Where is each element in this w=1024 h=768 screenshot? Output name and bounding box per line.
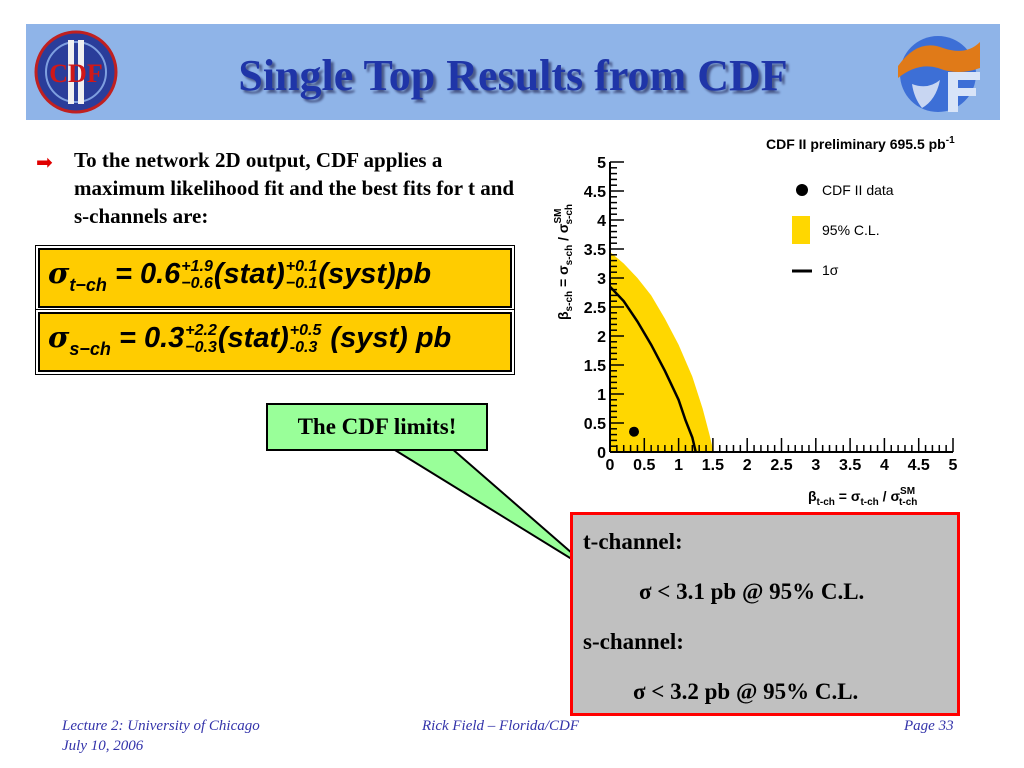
- legend-data-marker: [796, 184, 808, 196]
- x-tick-label: 1: [674, 457, 683, 474]
- x-tick-label: 0: [606, 457, 615, 474]
- curve-1-sigma: [609, 285, 697, 453]
- footer-date: July 10, 2006: [62, 738, 144, 754]
- t-channel-limit: σ < 3.1 pb @ 95% C.L.: [639, 579, 865, 604]
- y-axis-label: βs-ch = σs-ch / σSMs-ch: [553, 204, 575, 320]
- y-tick-label: 3: [597, 271, 606, 288]
- t-channel-label: t-channel:: [583, 529, 683, 554]
- data-point: [629, 426, 640, 437]
- y-tick-label: 5: [597, 155, 606, 172]
- y-tick-label: 2.5: [584, 300, 606, 317]
- x-tick-label: 2: [743, 457, 752, 474]
- x-tick-label: 3: [811, 457, 820, 474]
- x-tick-label: 4.5: [908, 457, 930, 474]
- legend-band-swatch: [792, 216, 810, 244]
- x-tick-label: 1.5: [702, 457, 724, 474]
- y-tick-label: 0: [597, 445, 606, 462]
- footer-lecture: Lecture 2: University of Chicago: [62, 718, 260, 734]
- y-tick-label: 3.5: [584, 242, 606, 259]
- y-tick-label: 4.5: [584, 184, 606, 201]
- x-tick-label: 3.5: [839, 457, 861, 474]
- callout-box: The CDF limits!: [266, 403, 488, 451]
- title-bar: CDF Single Top Results from CDF: [26, 24, 1000, 120]
- florida-logo: [898, 36, 980, 112]
- y-tick-label: 1: [597, 387, 606, 404]
- footer-page: Page 33: [904, 718, 954, 734]
- limits-chart: CDF II preliminary 695.5 pb-1 00 0.5 0.5 1 1 1…: [553, 135, 958, 508]
- s-channel-limit: σ < 3.2 pb @ 95% C.L.: [633, 679, 859, 704]
- y-tick-label: 2: [597, 329, 606, 346]
- cdf-logo: CDF: [34, 30, 118, 114]
- y-tick-label: 1.5: [584, 358, 606, 375]
- results-box: t-channel: σ < 3.1 pb @ 95% C.L. s-chann…: [570, 512, 960, 716]
- x-axis-label: βt-ch = σt-ch / σSM t-ch: [808, 486, 917, 508]
- formula-s-channel: σs−ch = 0.3 +2.2 −0.3 (stat) +0.5 -0.3 (syst)…: [38, 312, 512, 372]
- x-tick-label: 4: [880, 457, 889, 474]
- cdf-logo-text: CDF: [49, 59, 102, 88]
- legend-band-label: 95% C.L.: [822, 222, 880, 238]
- band-95-cl: [610, 251, 713, 452]
- s-channel-label: s-channel:: [583, 629, 684, 654]
- x-tick-label: 0.5: [633, 457, 655, 474]
- bullet-text: To the network 2D output, CDF applies a …: [74, 148, 515, 228]
- formula-t-channel: σt−ch = 0.6 +1.9 −0.6 (stat) +0.1 −0.1 (syst)p…: [38, 248, 512, 308]
- y-tick-label: 0.5: [584, 416, 606, 433]
- x-tick-label: 2.5: [770, 457, 792, 474]
- legend-sigma-label: 1σ: [822, 262, 839, 278]
- legend-data-label: CDF II data: [822, 182, 894, 198]
- bullet-arrow-icon: ➡: [36, 150, 53, 174]
- footer-author: Rick Field – Florida/CDF: [422, 718, 580, 734]
- x-tick-label: 5: [949, 457, 958, 474]
- chart-title: CDF II preliminary 695.5 pb-1: [766, 135, 955, 152]
- page-title: Single Top Results from CDF: [238, 51, 788, 100]
- y-tick-label: 4: [597, 213, 606, 230]
